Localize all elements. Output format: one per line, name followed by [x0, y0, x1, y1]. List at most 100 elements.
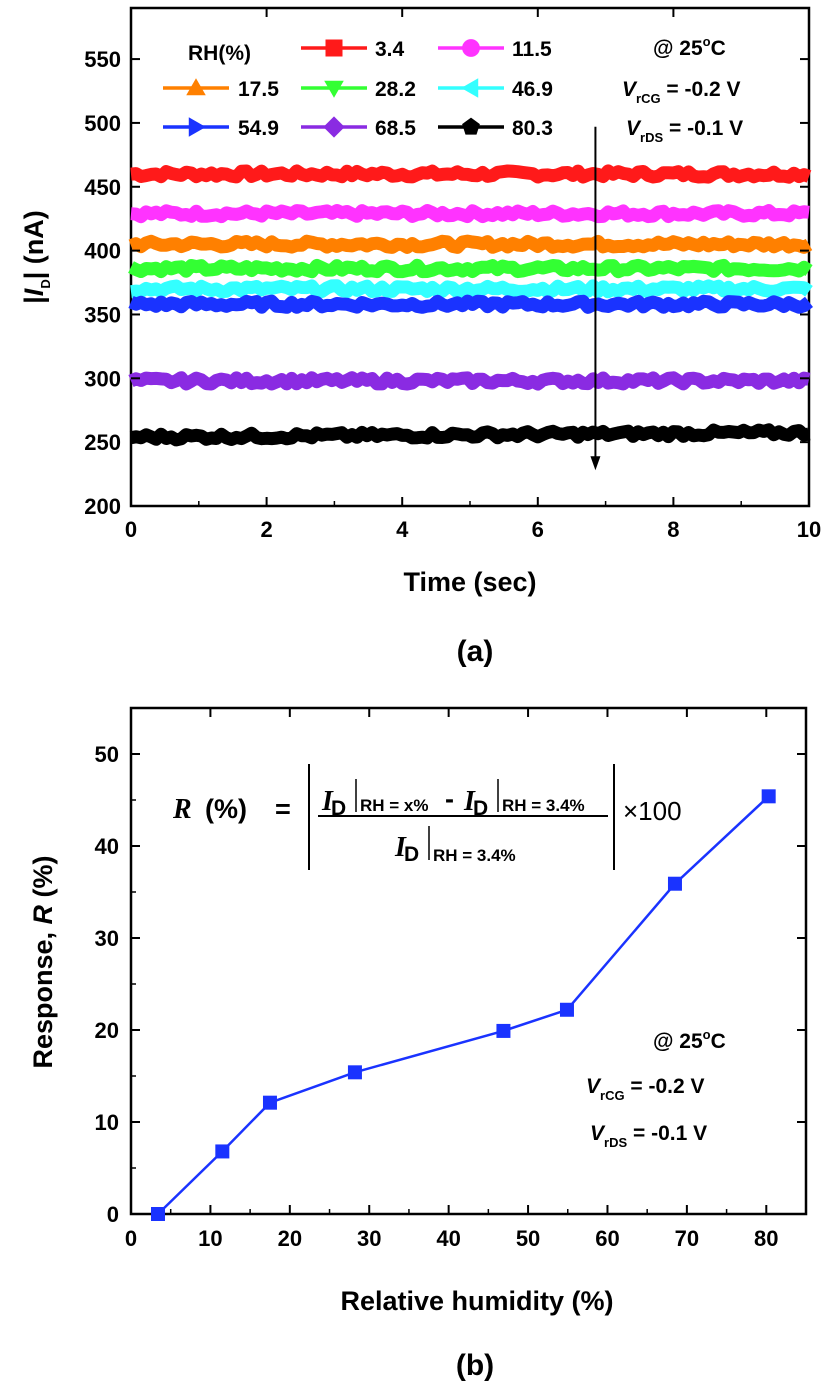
b-vrds-label: VrDS = -0.1 V — [590, 1122, 707, 1150]
a-y-tick-label: 400 — [84, 239, 121, 264]
legend-marker-triangle-down — [324, 80, 344, 98]
a-x-ticks: 0 2 4 6 8 10 — [125, 8, 821, 542]
series-band-3.4 — [129, 164, 812, 184]
formula-equals: = — [275, 794, 291, 824]
legend-marker-triangle-right — [188, 117, 206, 137]
a-vrds-label: VrDS = -0.1 V — [626, 117, 743, 145]
series-band-46.9 — [129, 279, 813, 299]
response-point-80.3 — [761, 789, 776, 804]
response-point-11.5 — [215, 1144, 230, 1159]
legend-item-3.4: 3.4 — [301, 38, 405, 61]
trend-arrow-head — [590, 456, 601, 471]
response-point-54.9 — [559, 1002, 574, 1017]
a-x-tick-label: 6 — [532, 517, 544, 542]
b-y-tick-label: 50 — [95, 742, 119, 767]
series-54.9 — [128, 294, 813, 314]
b-vrcg-label: VrCG = -0.2 V — [586, 1075, 705, 1103]
b-x-tick-label: 20 — [278, 1226, 302, 1251]
panel-a: 0 2 4 6 8 10 200 250 300 350 400 450 500 550 RH(%) 3… — [19, 6, 821, 668]
legend-title: RH(%) — [188, 42, 251, 65]
b-temperature-label: @ 25oC — [653, 1027, 726, 1053]
response-point-17.5 — [262, 1095, 277, 1110]
b-x-tick-label: 30 — [357, 1226, 381, 1251]
formula-times: ×100 — [623, 796, 682, 826]
formula-unit: (%) — [205, 794, 247, 824]
legend-marker-triangle-up — [186, 78, 206, 96]
formula-sub-ref-1: RH = 3.4% — [502, 796, 585, 815]
legend-label: 3.4 — [375, 38, 405, 61]
series-28.2 — [128, 258, 813, 279]
formula-sub-x: RH = x% — [360, 796, 429, 815]
series-17.5 — [128, 234, 813, 254]
legend: 3.4 11.5 17.5 28.2 46.9 54.9 68.5 80.3 — [163, 38, 553, 140]
series-band-54.9 — [128, 294, 813, 314]
a-x-tick-label: 4 — [396, 517, 409, 542]
formula-i-2: I — [463, 786, 476, 817]
b-y-tick-label: 20 — [95, 1018, 119, 1043]
a-y-tick-label: 300 — [84, 366, 121, 391]
b-x-tick-label: 60 — [595, 1226, 619, 1251]
a-y-ticks: 200 250 300 350 400 450 500 550 — [84, 47, 809, 519]
b-x-tick-label: 70 — [675, 1226, 699, 1251]
panel-b: 0 10 20 30 40 50 60 70 80 0 10 20 30 40 50 R (%) = I … — [28, 706, 808, 1382]
legend-label: 17.5 — [238, 78, 279, 101]
formula-d-1: D — [331, 797, 346, 820]
legend-marker-circle — [462, 39, 480, 57]
b-x-axis-title: Relative humidity (%) — [340, 1286, 613, 1316]
legend-marker-triangle-left — [461, 78, 479, 98]
legend-label: 54.9 — [238, 117, 279, 140]
b-y-ticks: 0 10 20 30 40 50 — [95, 742, 806, 1227]
b-x-tick-label: 80 — [754, 1226, 778, 1251]
a-series-layer — [128, 164, 813, 447]
a-x-axis-title: Time (sec) — [403, 567, 536, 597]
b-y-tick-label: 30 — [95, 926, 119, 951]
response-point-3.4 — [151, 1207, 165, 1221]
legend-item-80.3: 80.3 — [438, 117, 553, 140]
legend-item-68.5: 68.5 — [301, 116, 416, 140]
a-y-tick-label: 250 — [84, 430, 121, 455]
series-68.5 — [128, 371, 811, 391]
b-y-tick-label: 10 — [95, 1110, 119, 1135]
legend-item-11.5: 11.5 — [438, 38, 552, 61]
plot-b-frame — [129, 706, 808, 1216]
series-11.5 — [129, 204, 811, 224]
response-line — [157, 795, 770, 1215]
legend-label: 68.5 — [375, 117, 416, 140]
formula-d-3: D — [404, 843, 419, 866]
series-band-11.5 — [129, 204, 811, 224]
series-band-80.3 — [129, 423, 811, 447]
legend-item-28.2: 28.2 — [301, 78, 416, 101]
formula-sub-ref-2: RH = 3.4% — [433, 846, 516, 865]
series-3.4 — [129, 164, 812, 184]
response-formula: R (%) = I D RH = x% - I D RH = 3.4% I D … — [172, 764, 682, 870]
panel-b-label: (b) — [456, 1349, 494, 1382]
legend-marker-diamond — [323, 116, 345, 138]
formula-i-3: I — [394, 832, 407, 863]
b-x-tick-label: 10 — [198, 1226, 222, 1251]
b-y-tick-label: 40 — [95, 834, 119, 859]
series-46.9 — [129, 279, 813, 299]
a-y-tick-label: 200 — [84, 494, 121, 519]
legend-item-54.9: 54.9 — [163, 117, 279, 140]
a-x-tick-label: 0 — [125, 517, 137, 542]
legend-label: 11.5 — [512, 38, 552, 61]
b-y-tick-label: 0 — [107, 1202, 119, 1227]
a-y-tick-label: 450 — [84, 175, 121, 200]
series-band-17.5 — [128, 234, 813, 254]
b-x-tick-label: 0 — [125, 1226, 137, 1251]
series-band-28.2 — [128, 258, 813, 279]
b-y-axis-title: Response, R (%) — [28, 855, 58, 1068]
a-x-tick-label: 8 — [667, 517, 679, 542]
response-point-68.5 — [667, 876, 682, 891]
a-x-tick-label: 2 — [260, 517, 272, 542]
formula-d-2: D — [473, 797, 488, 820]
b-x-ticks: 0 10 20 30 40 50 60 70 80 — [125, 708, 779, 1251]
formula-i-1: I — [321, 786, 334, 817]
series-80.3 — [129, 423, 811, 447]
legend-label: 46.9 — [512, 78, 553, 101]
legend-item-17.5: 17.5 — [163, 78, 279, 101]
legend-label: 28.2 — [375, 78, 416, 101]
formula-r: R — [172, 794, 192, 825]
series-band-68.5 — [128, 371, 811, 391]
